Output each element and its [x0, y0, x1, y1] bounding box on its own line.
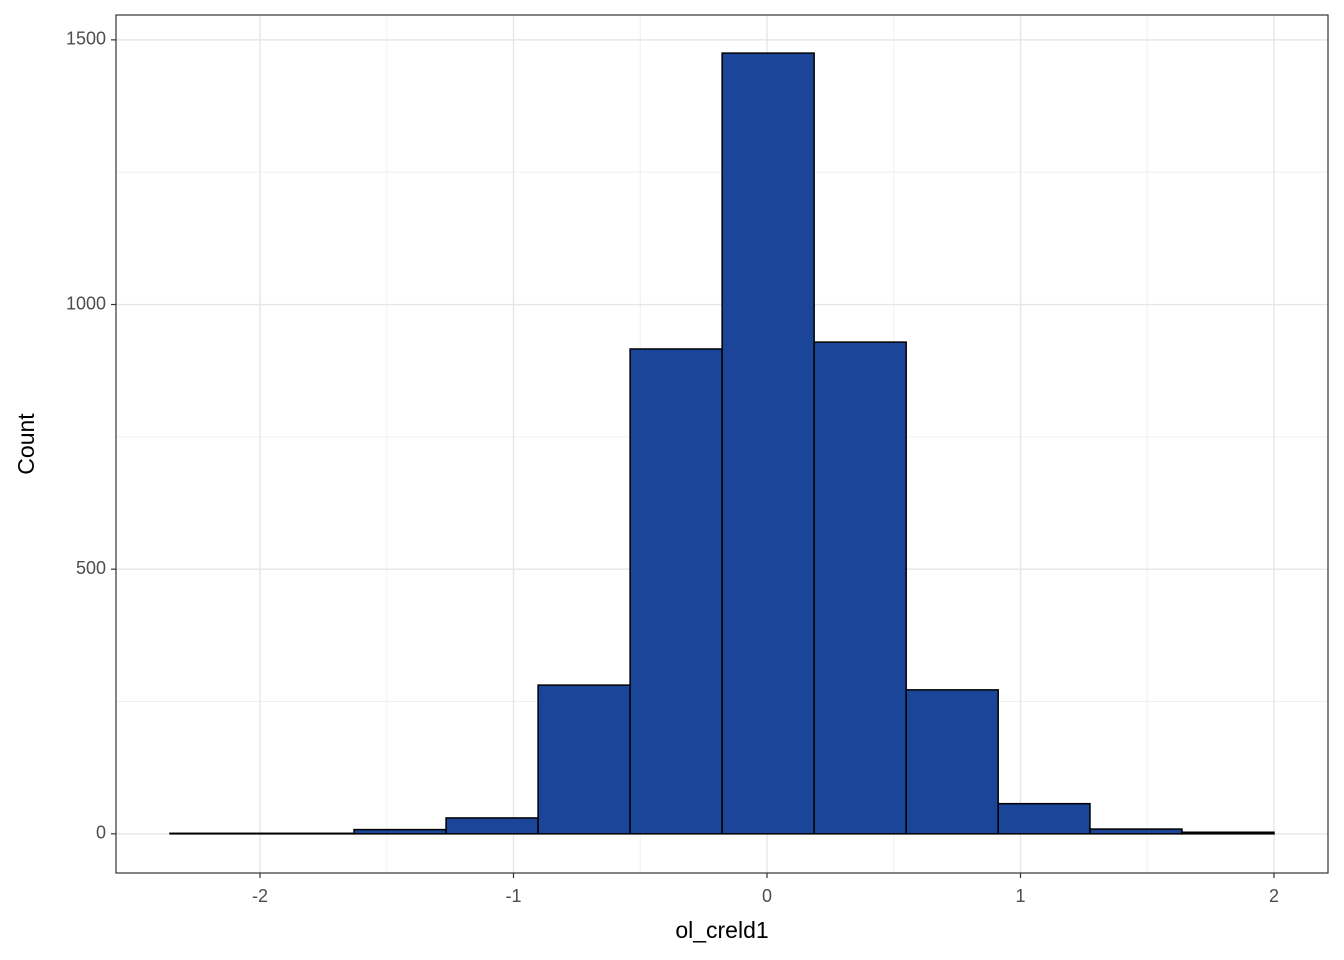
bar: [445, 817, 539, 835]
y-tick-label: 500: [76, 558, 106, 578]
x-tick-label: 1: [1015, 886, 1025, 906]
bar: [813, 341, 907, 835]
bar: [261, 832, 355, 835]
x-tick-label: -2: [252, 886, 268, 906]
bar: [997, 802, 1091, 835]
y-tick-label: 1500: [66, 29, 106, 49]
bar: [537, 684, 631, 835]
y-tick-label: 1000: [66, 293, 106, 313]
x-tick-label: -1: [505, 886, 521, 906]
bar: [629, 348, 723, 835]
y-axis-title: Count: [13, 413, 39, 475]
bar: [1181, 831, 1275, 835]
x-tick-label: 0: [762, 886, 772, 906]
bar: [721, 52, 815, 835]
panel-border: [115, 14, 1329, 874]
bar: [905, 689, 999, 835]
x-axis-title: ol_creld1: [675, 917, 768, 943]
bar: [1089, 828, 1183, 835]
y-tick-label: 0: [96, 823, 106, 843]
x-tick-label: 2: [1269, 886, 1279, 906]
bar: [353, 828, 447, 835]
bar: [169, 832, 263, 835]
